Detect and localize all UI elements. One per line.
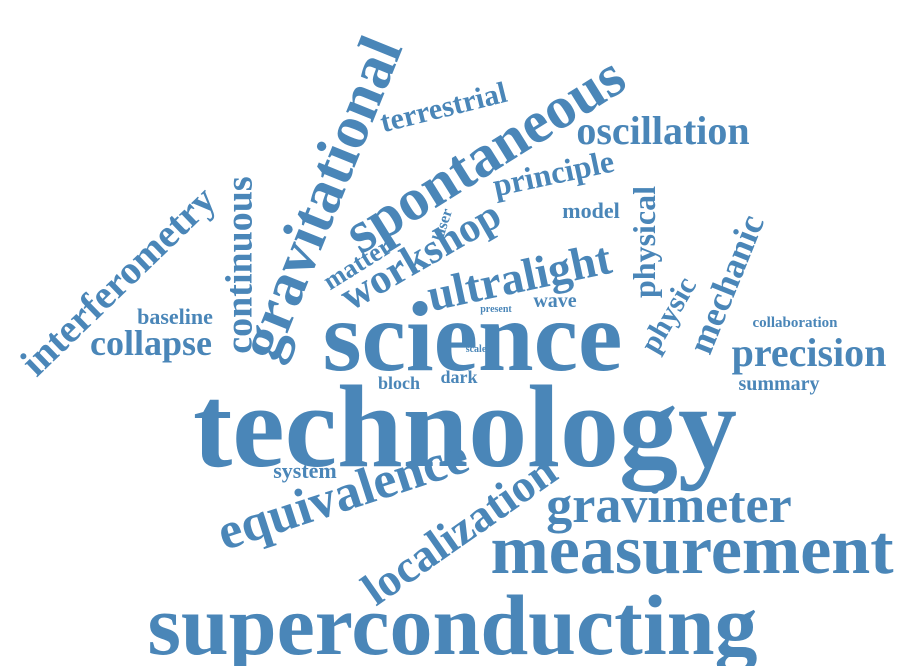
word-dark: dark — [440, 367, 478, 387]
word-oscillation: oscillation — [576, 108, 750, 153]
word-wave: wave — [533, 290, 577, 312]
word-continuous: continuous — [218, 176, 261, 354]
word-present: present — [480, 304, 512, 315]
word-scale: scale — [465, 344, 487, 355]
word-technology: technology — [192, 361, 738, 492]
word-measurement: measurement — [490, 512, 894, 589]
word-bloch: bloch — [377, 373, 420, 393]
word-gravimeter: gravimeter — [546, 477, 792, 534]
word-collapse: collapse — [90, 323, 212, 363]
word-superconducting: superconducting — [147, 577, 758, 666]
word-science: science — [322, 281, 623, 392]
word-model: model — [562, 198, 620, 223]
word-system: system — [273, 458, 337, 483]
word-baseline: baseline — [137, 304, 213, 329]
word-physical: physical — [626, 185, 662, 299]
word-summary: summary — [738, 373, 820, 395]
word-collaboration: collaboration — [752, 314, 838, 331]
word-precision: precision — [731, 330, 887, 375]
